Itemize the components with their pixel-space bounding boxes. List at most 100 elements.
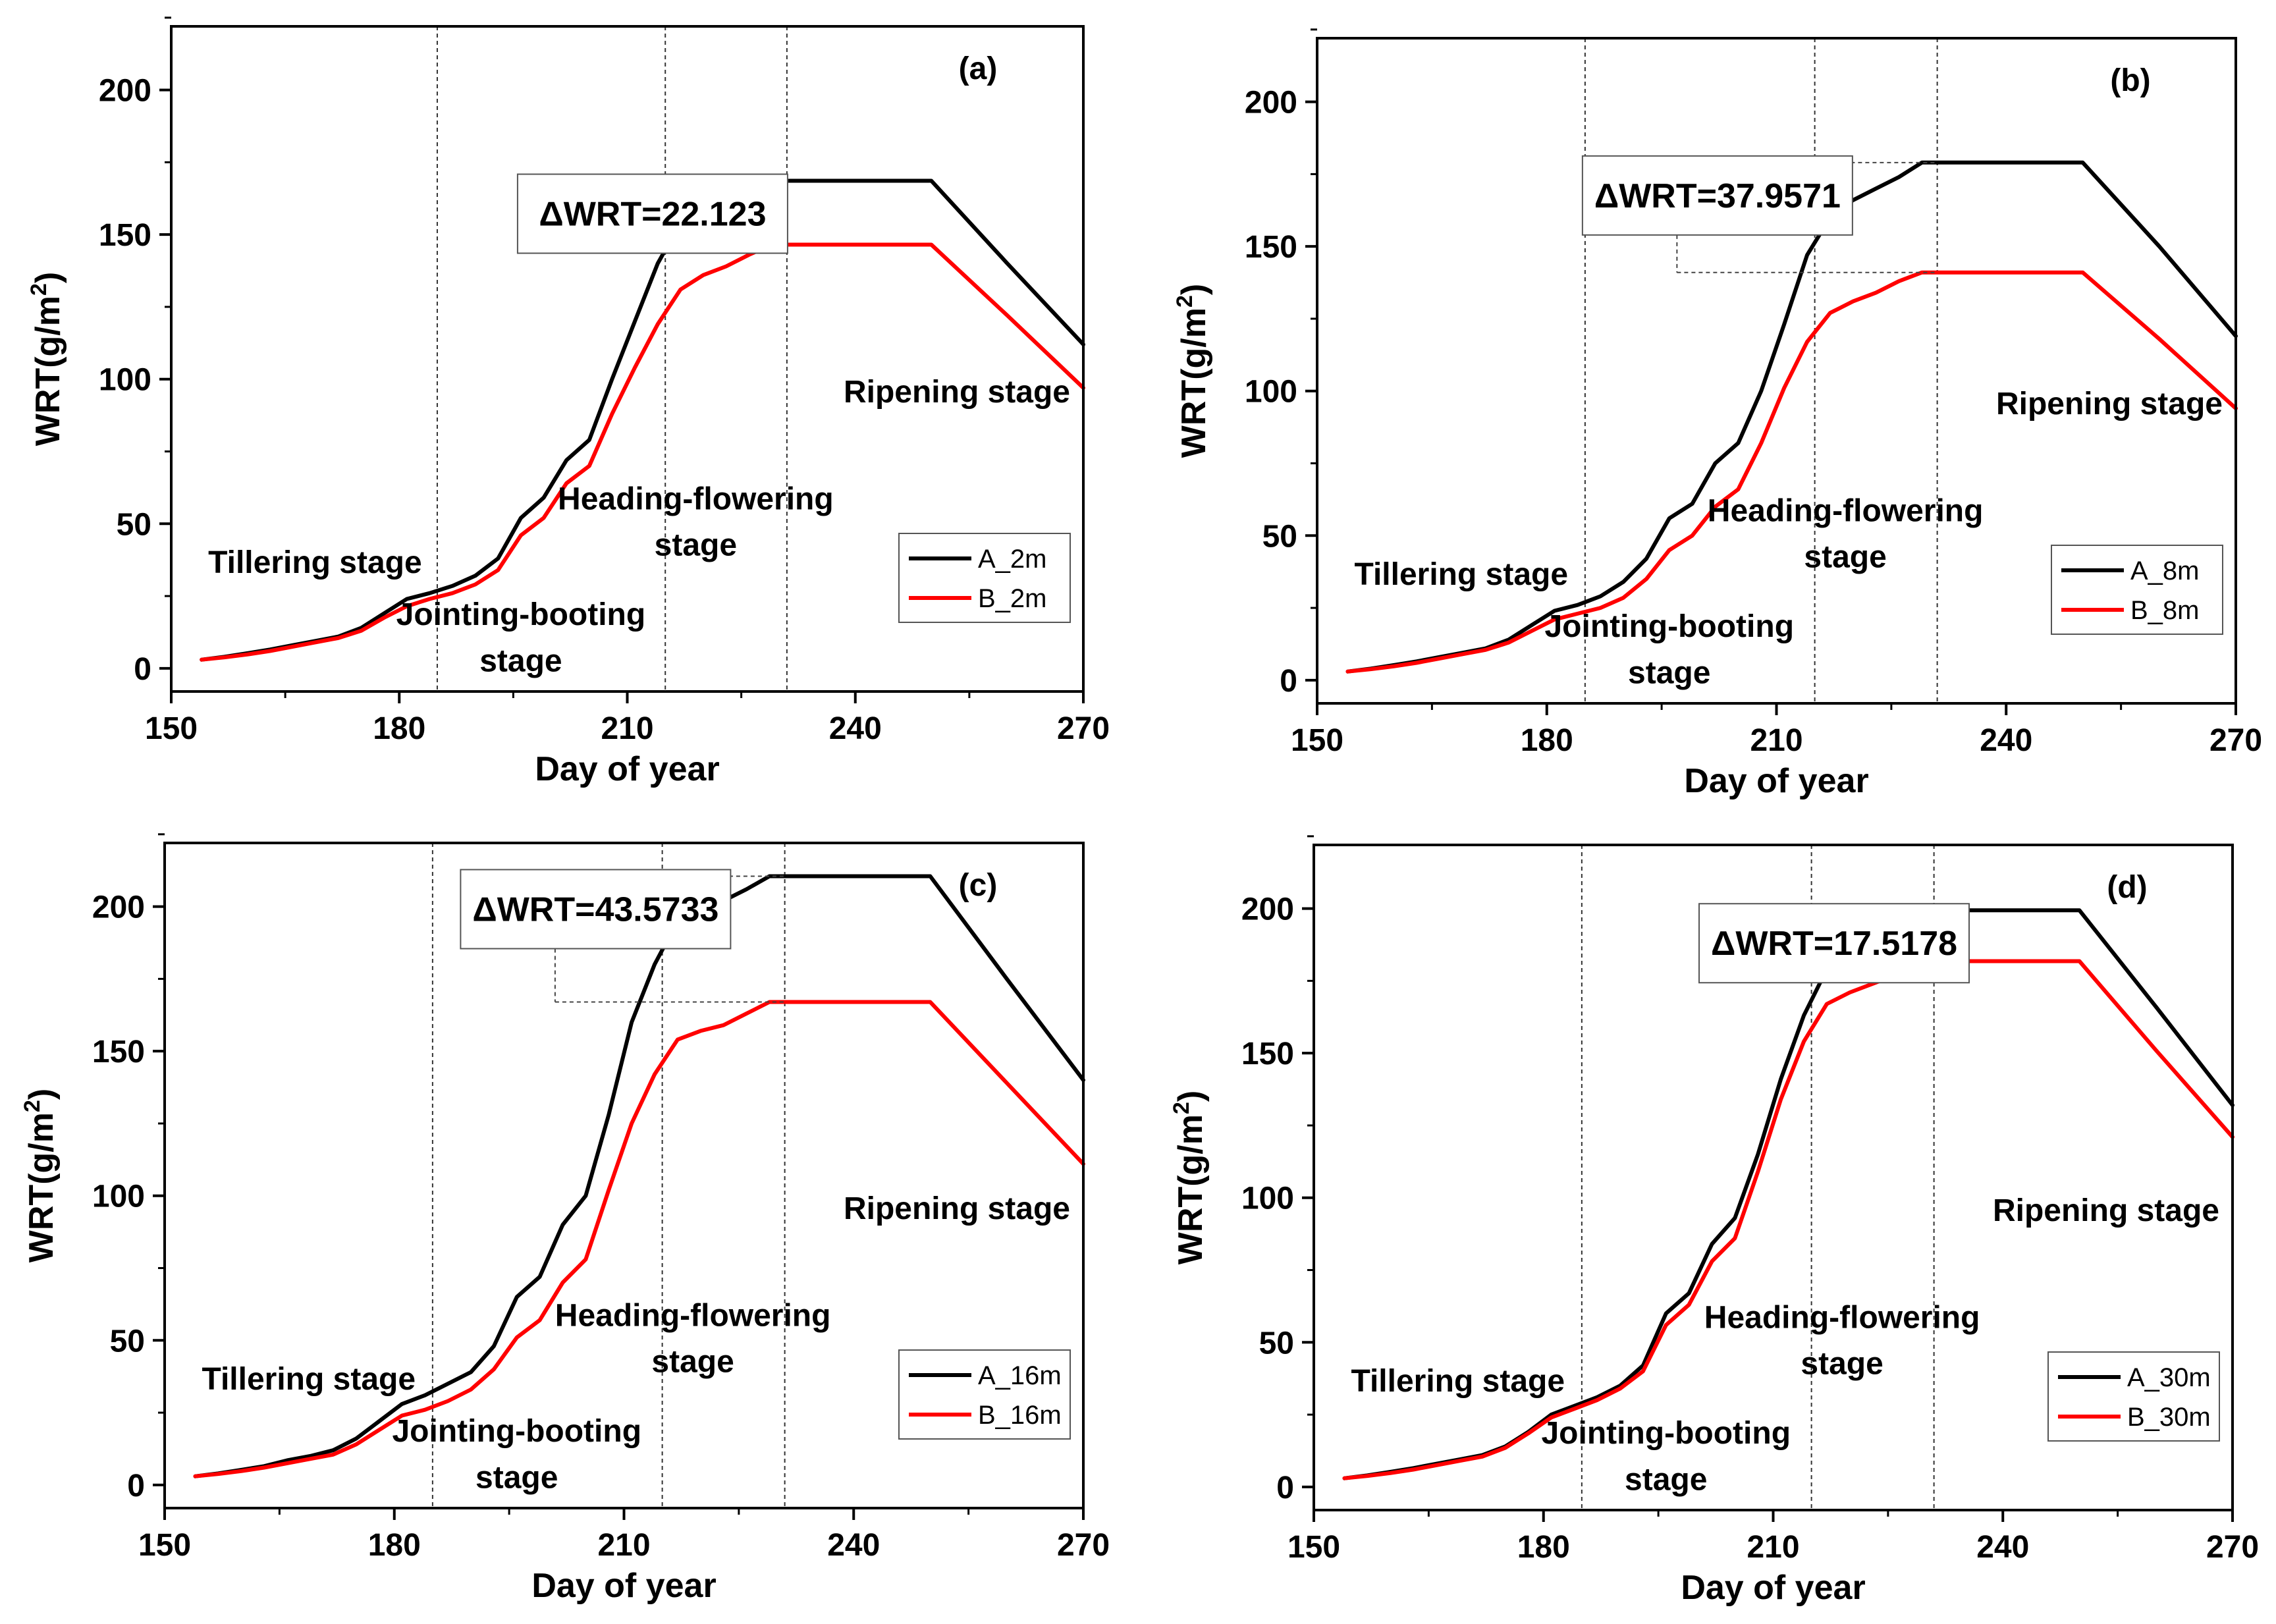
y-tick-label: 200 [1241, 892, 1294, 927]
series-line-A_16m [193, 874, 1085, 1478]
x-tick-label: 180 [1521, 723, 1573, 758]
stage-label-jointing: Jointing-booting [392, 1414, 641, 1449]
stage-label-heading: Heading-flowering [1708, 493, 1984, 528]
delta-label: ΔWRT=37.9571 [1594, 177, 1841, 215]
y-tick-label: 0 [134, 652, 151, 687]
y-tick-label: 150 [1245, 230, 1297, 265]
x-tick-label: 180 [373, 711, 425, 746]
stage-label-heading-2: stage [651, 1345, 734, 1380]
y-axis-title: WRT(g/m2) [1172, 284, 1213, 458]
delta-label-box [1581, 155, 1853, 236]
legend-label: B_30m [2127, 1403, 2211, 1432]
y-axis-title: WRT(g/m2) [26, 272, 67, 446]
stage-label-jointing-2: stage [475, 1460, 558, 1495]
y-axis-title-close: ) [1175, 284, 1213, 295]
x-tick-label: 150 [145, 711, 198, 746]
panel-label: (d) [2107, 870, 2147, 905]
y-tick-label: 100 [1241, 1181, 1294, 1216]
legend-label: A_2m [978, 545, 1047, 574]
stage-label-jointing-2: stage [1628, 655, 1710, 690]
legend-label: A_16m [978, 1361, 1062, 1390]
stage-label-jointing: Jointing-booting [1544, 609, 1794, 644]
y-tick-label: 50 [117, 507, 151, 542]
y-axis-title: WRT(g/m2) [20, 1089, 61, 1262]
legend-label: B_16m [978, 1401, 1062, 1430]
x-tick-label: 150 [1291, 723, 1343, 758]
legend-label: A_30m [2127, 1363, 2211, 1392]
stage-label-tillering: Tillering stage [1355, 557, 1569, 592]
x-tick-label: 240 [827, 1528, 880, 1563]
chart-panel: ΔWRT=22.123 150 180 210 240 270 0 50 100 150 200 Da… [26, 16, 1110, 788]
panel-label: (b) [2110, 63, 2150, 98]
y-tick-label: 200 [99, 74, 151, 109]
stage-label-ripening: Ripening stage [1996, 387, 2223, 421]
y-axis-title-group: WRT(g/m2) [20, 1089, 61, 1262]
stage-label-heading-2: stage [1804, 540, 1886, 575]
y-axis-title-group: WRT(g/m2) [1172, 284, 1213, 458]
y-axis-title-sup: 2 [20, 1100, 45, 1112]
x-tick-label: 180 [368, 1528, 421, 1563]
delta-label-box [516, 173, 788, 254]
stage-label-jointing: Jointing-booting [1541, 1416, 1791, 1451]
stage-label-heading: Heading-flowering [558, 481, 834, 516]
x-tick-label: 210 [597, 1528, 650, 1563]
delta-label: ΔWRT=43.5733 [472, 891, 718, 929]
stage-label-jointing: Jointing-booting [396, 597, 646, 632]
x-tick-label: 210 [1747, 1530, 1799, 1565]
stage-label-jointing-2: stage [1625, 1462, 1707, 1497]
y-tick-label: 150 [92, 1035, 145, 1069]
chart-panel: ΔWRT=17.5178 150 180 210 240 270 0 50 100 150 200 D… [1169, 835, 2259, 1607]
y-tick-label: 100 [99, 363, 151, 398]
y-axis-title-close: ) [29, 272, 67, 283]
series-line-B_16m [193, 1000, 1085, 1478]
stage-label-heading-2: stage [655, 528, 737, 563]
stage-label-tillering: Tillering stage [208, 545, 422, 580]
delta-label: ΔWRT=17.5178 [1711, 925, 1957, 963]
x-tick-label: 270 [1057, 711, 1110, 746]
y-tick-label: 50 [1259, 1326, 1294, 1361]
y-tick-label: 50 [1262, 519, 1297, 554]
legend-label: A_8m [2130, 556, 2200, 585]
x-tick-label: 210 [1750, 723, 1802, 758]
y-axis-title-group: WRT(g/m2) [1169, 1091, 1210, 1264]
y-tick-label: 100 [1245, 375, 1297, 410]
x-tick-label: 240 [1980, 723, 2032, 758]
y-tick-label: 200 [92, 890, 145, 925]
stage-label-tillering: Tillering stage [202, 1362, 416, 1397]
stage-label-heading: Heading-flowering [555, 1298, 831, 1333]
legend-box [2051, 545, 2223, 635]
chart-panel: ΔWRT=37.9571 150 180 210 240 270 0 50 100 150 200 D… [1172, 28, 2262, 800]
x-tick-label: 270 [2209, 723, 2262, 758]
y-tick-label: 50 [110, 1324, 145, 1359]
stage-label-ripening: Ripening stage [844, 375, 1070, 410]
x-tick-label: 270 [1057, 1528, 1110, 1563]
x-tick-label: 270 [2206, 1530, 2259, 1565]
delta-label: ΔWRT=22.123 [539, 195, 766, 233]
stage-label-heading-2: stage [1801, 1347, 1883, 1382]
legend-box [898, 533, 1071, 623]
legend-label: B_8m [2130, 596, 2200, 625]
y-axis-title-close: ) [1172, 1091, 1210, 1102]
x-tick-label: 210 [601, 711, 653, 746]
stage-label-tillering: Tillering stage [1351, 1364, 1565, 1399]
x-tick-label: 180 [1517, 1530, 1570, 1565]
y-axis-title-close: ) [22, 1089, 61, 1100]
x-tick-label: 240 [829, 711, 882, 746]
y-tick-label: 150 [99, 218, 151, 253]
delta-label-box [460, 869, 732, 950]
series-line-B_8m [1345, 270, 2238, 674]
y-tick-label: 0 [1280, 664, 1297, 699]
x-axis-title: Day of year [1681, 1569, 1865, 1607]
y-tick-label: 150 [1241, 1037, 1294, 1071]
panel-label: (a) [959, 51, 998, 86]
stage-label-ripening: Ripening stage [1993, 1193, 2219, 1228]
y-tick-label: 200 [1245, 86, 1297, 121]
y-axis-title-sup: 2 [1169, 1102, 1194, 1114]
y-axis-title-sup: 2 [1172, 295, 1197, 308]
stage-label-ripening: Ripening stage [844, 1191, 1070, 1226]
x-axis-title: Day of year [531, 1567, 716, 1605]
x-tick-label: 240 [1976, 1530, 2029, 1565]
stage-label-heading: Heading-flowering [1704, 1300, 1980, 1335]
x-tick-label: 150 [138, 1528, 191, 1563]
